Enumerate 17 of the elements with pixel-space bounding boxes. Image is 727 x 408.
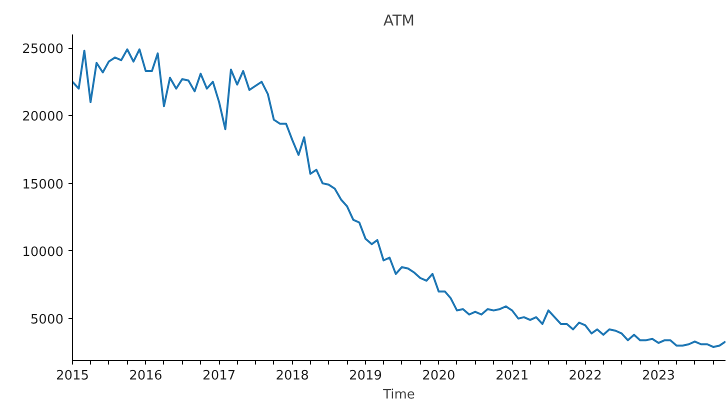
x-tick-label: 2016	[129, 368, 162, 384]
x-tick-label: 2017	[202, 368, 236, 384]
y-tick-label: 10000	[22, 244, 64, 260]
x-tick-label: 2020	[422, 368, 456, 384]
y-tick-label: 20000	[22, 110, 64, 125]
chart-title: ATM	[383, 12, 415, 30]
x-tick-label: 2021	[496, 368, 529, 384]
x-tick-label: 2018	[276, 368, 309, 384]
x-tick-label: 2022	[568, 368, 602, 384]
x-axis-title: Time	[382, 388, 415, 402]
y-tick-label: 5000	[30, 312, 64, 328]
x-tick-label: 2015	[56, 368, 90, 384]
line-series	[72, 48, 726, 348]
x-tick-label: 2023	[642, 368, 676, 384]
x-tick-label: 2019	[348, 368, 382, 384]
y-tick-label: 25000	[22, 42, 64, 58]
y-tick-label: 15000	[22, 177, 64, 192]
